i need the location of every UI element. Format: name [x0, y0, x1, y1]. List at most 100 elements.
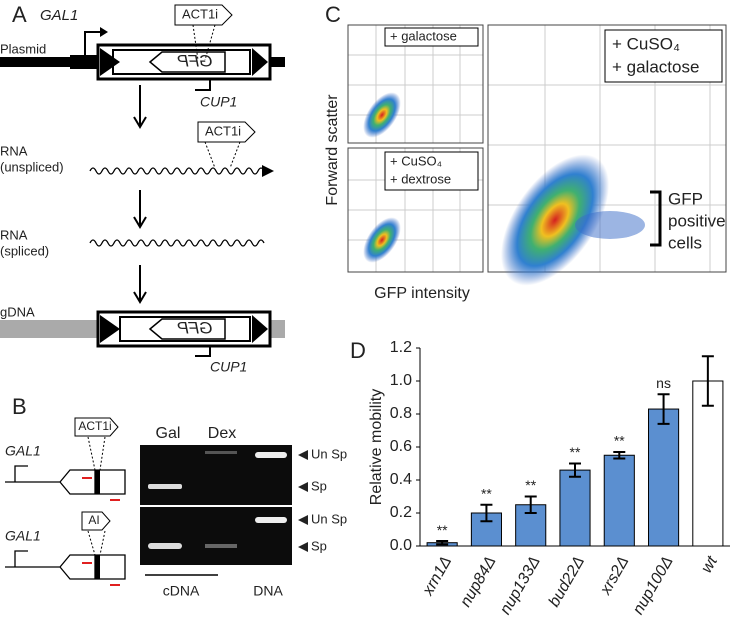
axis-title: Relative mobility	[368, 389, 385, 505]
band-label: Sp	[311, 538, 327, 553]
x-tick-label: xrs2Δ	[597, 554, 633, 599]
label: gDNA	[0, 304, 35, 319]
error-bar	[480, 503, 493, 523]
intron-lines	[87, 530, 106, 556]
lane-label: Gal	[156, 425, 181, 442]
intron-label: ACT1i	[182, 6, 218, 21]
condition-label: + CuSO₄	[390, 153, 442, 168]
gene-label: GFP	[177, 318, 213, 337]
condition-box	[384, 151, 479, 191]
gene-label: CUP1	[210, 359, 247, 375]
label: Plasmid	[0, 41, 46, 56]
condition-label: + galactose	[390, 28, 457, 43]
x-tick-label: nup100Δ	[630, 554, 677, 618]
x-tick-label: wt	[698, 553, 721, 576]
y-tick-label: 1.0	[390, 372, 412, 389]
plot-frame	[347, 24, 484, 144]
x-tick-label: nup84Δ	[457, 554, 499, 610]
arrowhead	[100, 27, 108, 37]
error-bar	[701, 355, 714, 407]
grid	[348, 25, 726, 272]
x-tick-label: nup133Δ	[497, 554, 544, 618]
density-cloud	[500, 154, 610, 286]
gel	[140, 507, 292, 565]
bar	[559, 469, 591, 547]
label: (unspliced)	[0, 159, 64, 174]
panel-label: B	[12, 394, 27, 419]
condition-label: + galactose	[612, 57, 699, 76]
intron-lines	[192, 24, 216, 61]
label: RNA	[0, 143, 28, 158]
y-tick-label: 0.6	[390, 438, 412, 455]
axis-title: Forward scatter	[324, 94, 341, 206]
significance-label: ns	[656, 375, 671, 391]
error-bar	[436, 540, 449, 546]
band	[255, 517, 287, 523]
intron-label: ACT1i	[78, 419, 111, 433]
y-tick-label: 0.4	[390, 471, 412, 488]
promoter-arrow	[195, 79, 211, 91]
significance-label: **	[481, 485, 492, 501]
intron-box	[81, 511, 111, 531]
error-bar	[569, 462, 581, 478]
bar	[603, 454, 635, 547]
exon	[95, 555, 100, 579]
band	[255, 452, 287, 458]
rna-wave	[89, 239, 265, 247]
band	[148, 543, 182, 549]
panel-b: B GAL1 ACT1i GAL1 AI Gal Dex Un Sp Sp Un…	[5, 394, 347, 599]
band-label: Sp	[311, 478, 327, 493]
construct	[5, 465, 126, 495]
gate-label: GFP	[668, 189, 703, 208]
group-label: cDNA	[163, 583, 200, 599]
primer	[82, 562, 120, 586]
primer	[82, 477, 120, 501]
panel-label: C	[325, 2, 341, 27]
band-label: Un Sp	[311, 446, 347, 461]
intron-box	[74, 417, 119, 437]
gate-label: positive	[668, 211, 726, 230]
y-tick-label: 1.2	[390, 339, 412, 356]
rna-wave	[89, 167, 265, 175]
y-tick-label: 0.8	[390, 405, 412, 422]
intron-label: AI	[88, 513, 99, 527]
error-bar	[657, 393, 670, 425]
panel-label: A	[12, 2, 27, 27]
gfp-shape	[148, 318, 226, 340]
label: RNA	[0, 227, 28, 242]
condition-label: + dextrose	[390, 171, 451, 186]
band	[205, 544, 237, 548]
density-cloud	[363, 92, 401, 138]
promoter-arrow	[195, 346, 211, 357]
plot-frame	[487, 24, 727, 273]
arrowhead	[262, 165, 274, 177]
condition-box	[384, 27, 479, 47]
gate-label: cells	[668, 233, 702, 252]
gene-label: GFP	[177, 51, 213, 70]
intron-label: ACT1i	[205, 123, 241, 138]
step-arrow	[133, 265, 147, 304]
panel-d: D Relative mobility 0.0 0.2 0.4 0.6 0.8 1.0 1.…	[350, 338, 730, 618]
label: (spliced)	[0, 243, 49, 258]
bar	[692, 380, 724, 547]
lane-label: Dex	[208, 425, 236, 442]
plot-frame	[347, 147, 484, 273]
intron-box	[197, 121, 256, 143]
panel-a: A GAL1 Plasmid GFP ACT1i CUP1 RNA (unspl…	[0, 2, 285, 375]
y-tick-label: 0.0	[390, 537, 412, 554]
condition-box	[604, 29, 723, 83]
y-tick-label: 0.2	[390, 504, 412, 521]
significance-label: **	[614, 433, 625, 449]
promoter-arrow	[84, 31, 100, 58]
step-arrow	[133, 190, 147, 229]
gene-label: GAL1	[5, 443, 41, 459]
error-bar	[613, 450, 626, 460]
density-cloud	[363, 217, 401, 263]
gene-label: GAL1	[40, 7, 78, 24]
bar	[648, 408, 680, 547]
panel-label: D	[350, 338, 366, 363]
density-cloud	[575, 211, 645, 239]
step-arrow	[133, 85, 147, 129]
x-tick-label: xrn1Δ	[419, 554, 455, 600]
